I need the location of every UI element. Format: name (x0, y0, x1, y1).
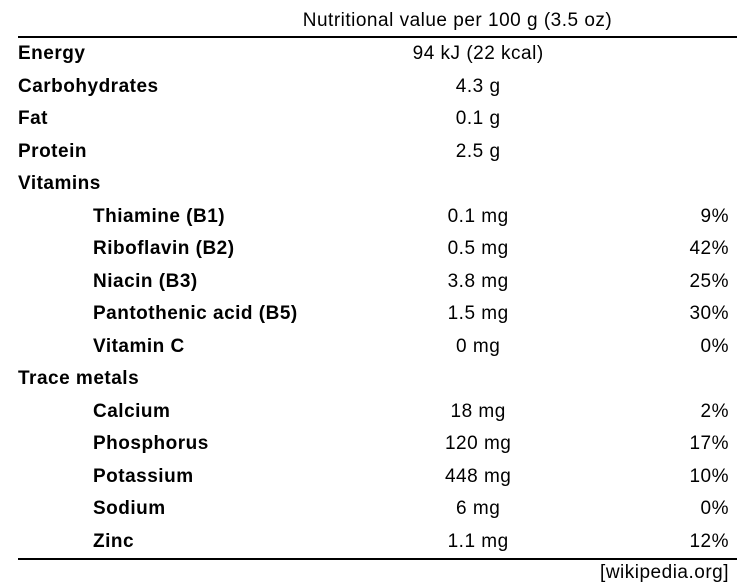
nutrient-value: 3.8 mg (378, 266, 579, 299)
nutrient-percent (579, 168, 737, 201)
nutrient-value: 0.5 mg (378, 233, 579, 266)
nutrient-value: 0.1 mg (378, 201, 579, 234)
nutrient-label: Trace metals (18, 363, 378, 396)
table-row: Riboflavin (B2)0.5 mg42% (18, 233, 737, 266)
table-row: Fat0.1 g (18, 103, 737, 136)
nutrient-label: Calcium (18, 396, 378, 429)
nutrient-percent: 30% (579, 298, 737, 331)
nutrient-label: Energy (18, 38, 378, 71)
nutrient-label: Protein (18, 136, 378, 169)
nutrient-value: 6 mg (378, 493, 579, 526)
nutrient-label: Vitamin C (18, 331, 378, 364)
nutrient-percent: 0% (579, 331, 737, 364)
nutrient-value: 4.3 g (378, 71, 579, 104)
table-row: Potassium448 mg10% (18, 461, 737, 494)
source-citation: [wikipedia.org] (18, 560, 737, 584)
nutrient-label: Riboflavin (B2) (18, 233, 378, 266)
nutrient-percent: 2% (579, 396, 737, 429)
nutrient-label: Pantothenic acid (B5) (18, 298, 378, 331)
table-row: Calcium18 mg2% (18, 396, 737, 429)
table-row: Trace metals (18, 363, 737, 396)
table-row: Sodium6 mg0% (18, 493, 737, 526)
table-row: Zinc1.1 mg12% (18, 526, 737, 559)
nutrient-value: 448 mg (378, 461, 579, 494)
nutrient-percent: 12% (579, 526, 737, 559)
nutrient-label: Phosphorus (18, 428, 378, 461)
nutrient-percent: 17% (579, 428, 737, 461)
nutrient-percent (579, 71, 737, 104)
nutrient-value: 0 mg (378, 331, 579, 364)
nutrient-percent: 10% (579, 461, 737, 494)
nutrient-percent: 42% (579, 233, 737, 266)
nutrient-percent (579, 38, 737, 71)
table-row: Protein2.5 g (18, 136, 737, 169)
nutrient-label: Potassium (18, 461, 378, 494)
table-row: Pantothenic acid (B5)1.5 mg30% (18, 298, 737, 331)
table-header: Nutritional value per 100 g (3.5 oz) (18, 10, 737, 36)
nutrient-value: 94 kJ (22 kcal) (378, 38, 579, 71)
table-row: Thiamine (B1)0.1 mg9% (18, 201, 737, 234)
nutrient-percent (579, 136, 737, 169)
nutrient-label: Sodium (18, 493, 378, 526)
nutrient-label: Niacin (B3) (18, 266, 378, 299)
table-row: Niacin (B3)3.8 mg25% (18, 266, 737, 299)
nutrient-label: Fat (18, 103, 378, 136)
nutrition-table: Energy94 kJ (22 kcal)Carbohydrates4.3 gF… (18, 38, 737, 558)
table-row: Vitamin C0 mg0% (18, 331, 737, 364)
nutrient-percent (579, 103, 737, 136)
nutrient-label: Vitamins (18, 168, 378, 201)
nutrient-value (378, 168, 579, 201)
nutrient-percent: 0% (579, 493, 737, 526)
table-row: Phosphorus120 mg17% (18, 428, 737, 461)
nutrient-value: 120 mg (378, 428, 579, 461)
nutrient-label: Zinc (18, 526, 378, 559)
table-body: Energy94 kJ (22 kcal)Carbohydrates4.3 gF… (18, 38, 737, 558)
nutrient-percent: 25% (579, 266, 737, 299)
table-wrapper: Energy94 kJ (22 kcal)Carbohydrates4.3 gF… (18, 36, 737, 560)
nutrient-percent (579, 363, 737, 396)
nutrient-value: 18 mg (378, 396, 579, 429)
nutrient-percent: 9% (579, 201, 737, 234)
nutrient-value (378, 363, 579, 396)
nutrition-table-container: Nutritional value per 100 g (3.5 oz) Ene… (18, 10, 737, 584)
table-row: Vitamins (18, 168, 737, 201)
nutrient-label: Carbohydrates (18, 71, 378, 104)
nutrient-label: Thiamine (B1) (18, 201, 378, 234)
nutrient-value: 0.1 g (378, 103, 579, 136)
nutrient-value: 1.5 mg (378, 298, 579, 331)
nutrient-value: 1.1 mg (378, 526, 579, 559)
table-row: Carbohydrates4.3 g (18, 71, 737, 104)
table-row: Energy94 kJ (22 kcal) (18, 38, 737, 71)
nutrient-value: 2.5 g (378, 136, 579, 169)
